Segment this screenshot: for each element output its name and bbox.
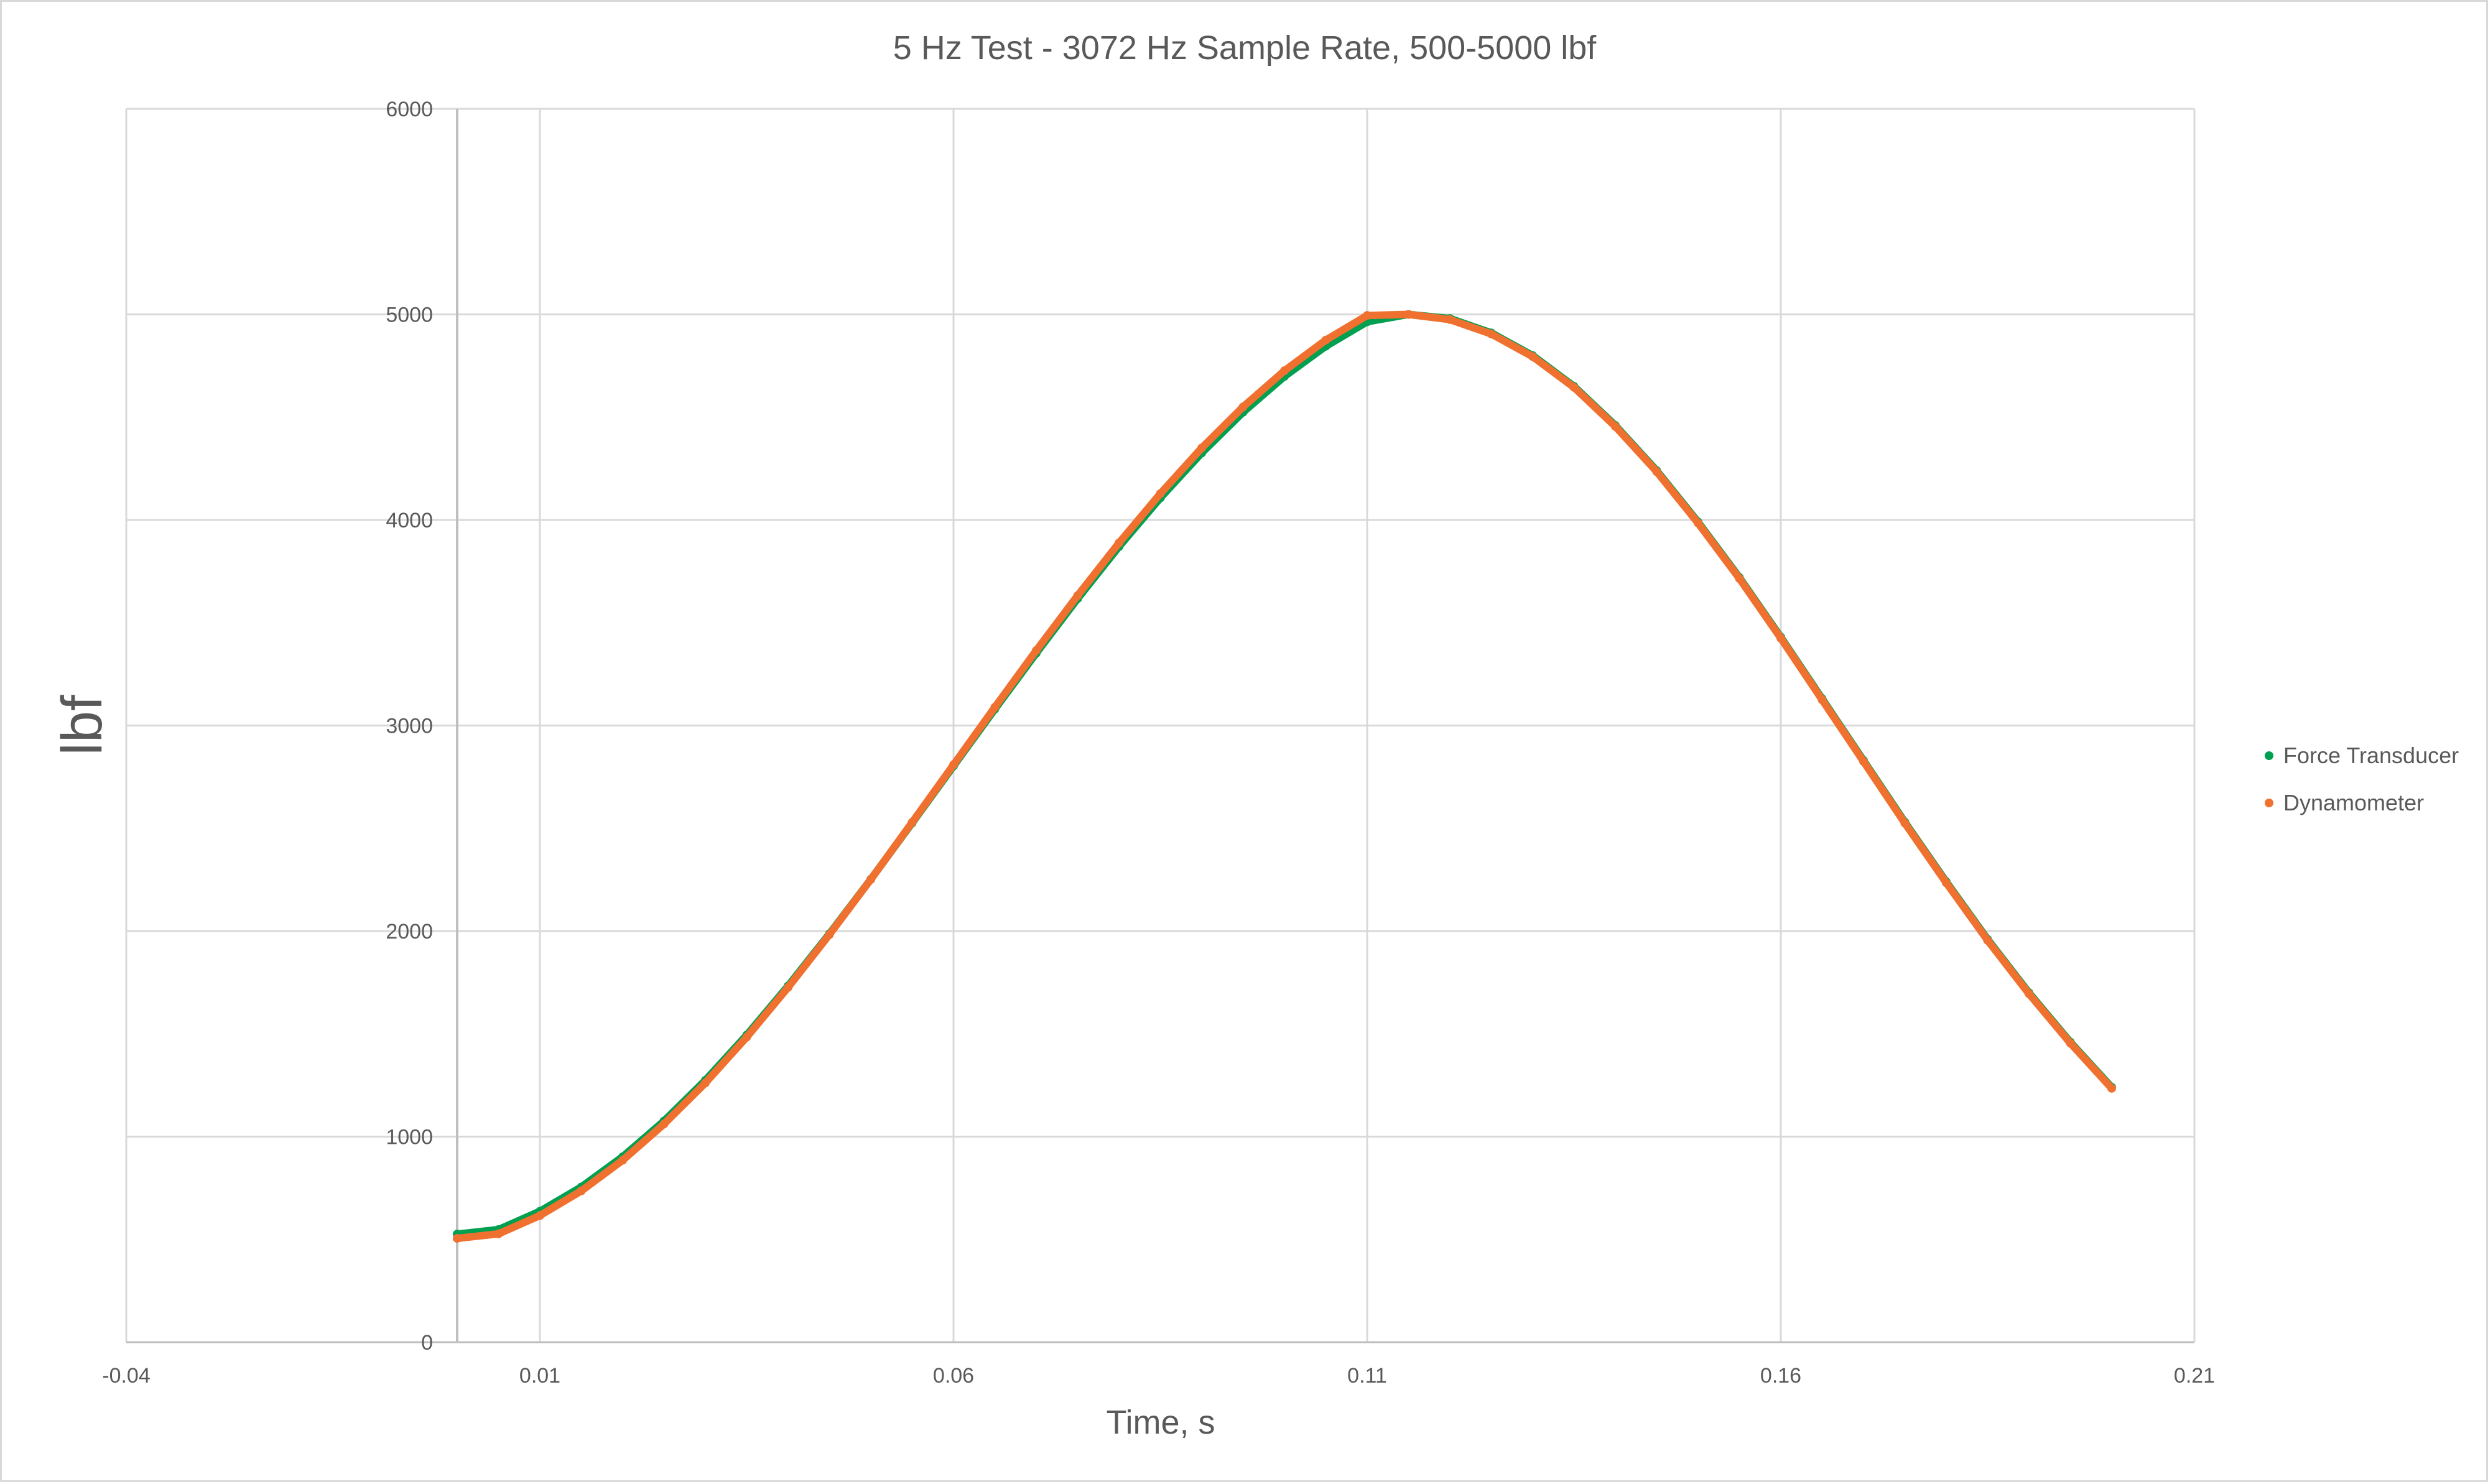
x-tick-label-0: -0.04 bbox=[102, 1364, 151, 1388]
data-point-dynamometer-15 bbox=[1073, 591, 1082, 600]
legend-marker-force-transducer bbox=[2265, 751, 2273, 760]
series-line-force-transducer bbox=[453, 310, 2115, 1238]
y-tick-label-4: 4000 bbox=[386, 509, 433, 532]
data-point-dynamometer-10 bbox=[866, 875, 875, 884]
axis-layer bbox=[126, 109, 2194, 1343]
data-point-dynamometer-2 bbox=[536, 1211, 544, 1220]
data-point-dynamometer-8 bbox=[784, 983, 792, 992]
data-point-dynamometer-14 bbox=[1032, 646, 1041, 655]
y-tick-label-6: 6000 bbox=[386, 98, 433, 121]
data-point-dynamometer-28 bbox=[1611, 422, 1620, 431]
data-point-dynamometer-19 bbox=[1238, 402, 1248, 412]
series-line-dynamometer bbox=[453, 310, 2115, 1243]
y-tick-label-2: 2000 bbox=[386, 920, 433, 944]
data-point-dynamometer-20 bbox=[1280, 366, 1289, 376]
y-axis-label: lbf bbox=[50, 695, 114, 756]
y-tick-label-3: 3000 bbox=[386, 715, 433, 738]
data-point-dynamometer-39 bbox=[2066, 1039, 2075, 1048]
data-point-dynamometer-12 bbox=[949, 760, 958, 769]
y-tick-label-1: 1000 bbox=[386, 1126, 433, 1149]
y-tick-label-5: 5000 bbox=[386, 304, 433, 327]
data-point-dynamometer-32 bbox=[1776, 634, 1785, 643]
data-point-dynamometer-34 bbox=[1859, 757, 1868, 766]
data-point-dynamometer-0 bbox=[453, 1234, 462, 1243]
legend: Force Transducer Dynamometer bbox=[2265, 743, 2459, 815]
data-point-dynamometer-13 bbox=[990, 703, 1000, 712]
data-point-dynamometer-11 bbox=[907, 818, 917, 827]
chart-title: 5 Hz Test - 3072 Hz Sample Rate, 500-500… bbox=[893, 29, 1597, 67]
data-point-dynamometer-36 bbox=[1942, 878, 1951, 888]
data-point-dynamometer-37 bbox=[1983, 935, 1992, 945]
data-point-dynamometer-17 bbox=[1156, 489, 1165, 498]
data-point-dynamometer-9 bbox=[825, 930, 834, 939]
x-axis-label: Time, s bbox=[1107, 1404, 1215, 1441]
x-tick-label-5: 0.21 bbox=[2174, 1364, 2215, 1388]
x-tick-label-3: 0.11 bbox=[1347, 1364, 1387, 1388]
data-point-dynamometer-4 bbox=[618, 1156, 627, 1165]
legend-label-force-transducer: Force Transducer bbox=[2283, 743, 2459, 768]
x-tick-label-2: 0.06 bbox=[933, 1364, 974, 1388]
data-point-dynamometer-27 bbox=[1569, 383, 1579, 392]
data-point-dynamometer-5 bbox=[659, 1120, 669, 1129]
data-point-dynamometer-16 bbox=[1115, 539, 1123, 548]
data-point-dynamometer-31 bbox=[1735, 574, 1744, 583]
data-point-dynamometer-26 bbox=[1528, 352, 1537, 361]
data-point-dynamometer-1 bbox=[494, 1229, 503, 1238]
data-point-dynamometer-23 bbox=[1404, 310, 1413, 319]
data-point-dynamometer-6 bbox=[701, 1078, 710, 1088]
data-point-dynamometer-7 bbox=[742, 1032, 751, 1042]
legend-marker-dynamometer bbox=[2265, 799, 2273, 807]
data-point-dynamometer-33 bbox=[1817, 695, 1827, 705]
data-point-dynamometer-18 bbox=[1197, 443, 1206, 453]
y-tick-label-0: 0 bbox=[421, 1331, 433, 1355]
data-point-dynamometer-29 bbox=[1652, 467, 1661, 476]
data-point-dynamometer-3 bbox=[577, 1186, 586, 1195]
series-layer bbox=[453, 310, 2116, 1243]
tick-layer: 0 1000 2000 3000 4000 5000 6000 -0.04 0.01 0.06 0.… bbox=[102, 98, 2215, 1388]
data-point-dynamometer-30 bbox=[1694, 518, 1702, 527]
grid-layer bbox=[125, 108, 2196, 1343]
x-tick-label-1: 0.01 bbox=[519, 1364, 560, 1388]
data-point-dynamometer-38 bbox=[2025, 989, 2033, 998]
data-point-dynamometer-25 bbox=[1487, 329, 1496, 338]
x-tick-label-4: 0.16 bbox=[1760, 1364, 1801, 1388]
data-point-dynamometer-21 bbox=[1321, 335, 1330, 345]
data-point-dynamometer-35 bbox=[1900, 819, 1910, 828]
data-point-dynamometer-24 bbox=[1446, 315, 1454, 324]
data-point-dynamometer-22 bbox=[1363, 311, 1372, 320]
legend-label-dynamometer: Dynamometer bbox=[2283, 790, 2424, 815]
data-point-dynamometer-40 bbox=[2107, 1083, 2116, 1093]
